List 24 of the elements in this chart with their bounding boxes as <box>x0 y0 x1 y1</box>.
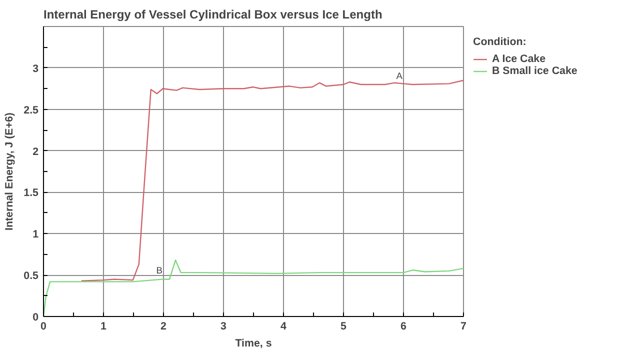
y-tick-label: 1 <box>32 228 39 241</box>
y-tick-label: 2 <box>32 146 39 158</box>
y-tick-label: 0 <box>32 312 39 324</box>
x-tick-label: 2 <box>160 320 167 332</box>
annotation: B <box>156 266 162 276</box>
y-axis-title: Internal Energy, J (E+6) <box>4 112 16 230</box>
y-tick-label: 3 <box>32 62 39 75</box>
legend-label: B Small ice Cake <box>492 65 578 77</box>
x-tick-label: 7 <box>460 320 467 332</box>
annotation: A <box>396 70 404 81</box>
x-tick-label: 1 <box>100 320 107 332</box>
x-tick-label: 4 <box>280 320 287 332</box>
x-axis-title: Time, s <box>235 338 272 350</box>
y-tick-label: 0.5 <box>24 270 39 282</box>
x-tick-label: 3 <box>220 320 227 332</box>
y-tick-label: 2.5 <box>24 104 39 116</box>
x-tick-label: 6 <box>400 320 407 332</box>
x-tick-label: 0 <box>40 320 47 332</box>
chart-title: Internal Energy of Vessel Cylindrical Box versus Ice Length <box>44 8 382 22</box>
y-tick-label: 1.5 <box>24 187 39 200</box>
x-tick-label: 5 <box>340 320 347 332</box>
line-series <box>80 80 464 282</box>
legend-title: Condition: <box>473 36 528 48</box>
legend-label: A Ice Cake <box>492 53 546 65</box>
